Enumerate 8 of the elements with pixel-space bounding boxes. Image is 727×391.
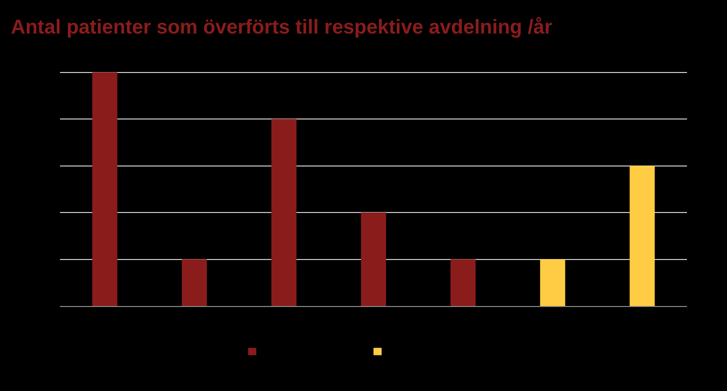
- bar: [540, 259, 566, 306]
- bar: [630, 166, 655, 306]
- bar: [271, 119, 296, 306]
- bar: [360, 212, 386, 306]
- bar: [450, 259, 476, 306]
- chart-title: Antal patienter som överförts till respektive avdelning /år: [10, 16, 552, 39]
- bar: [182, 259, 207, 306]
- bar: [92, 72, 118, 306]
